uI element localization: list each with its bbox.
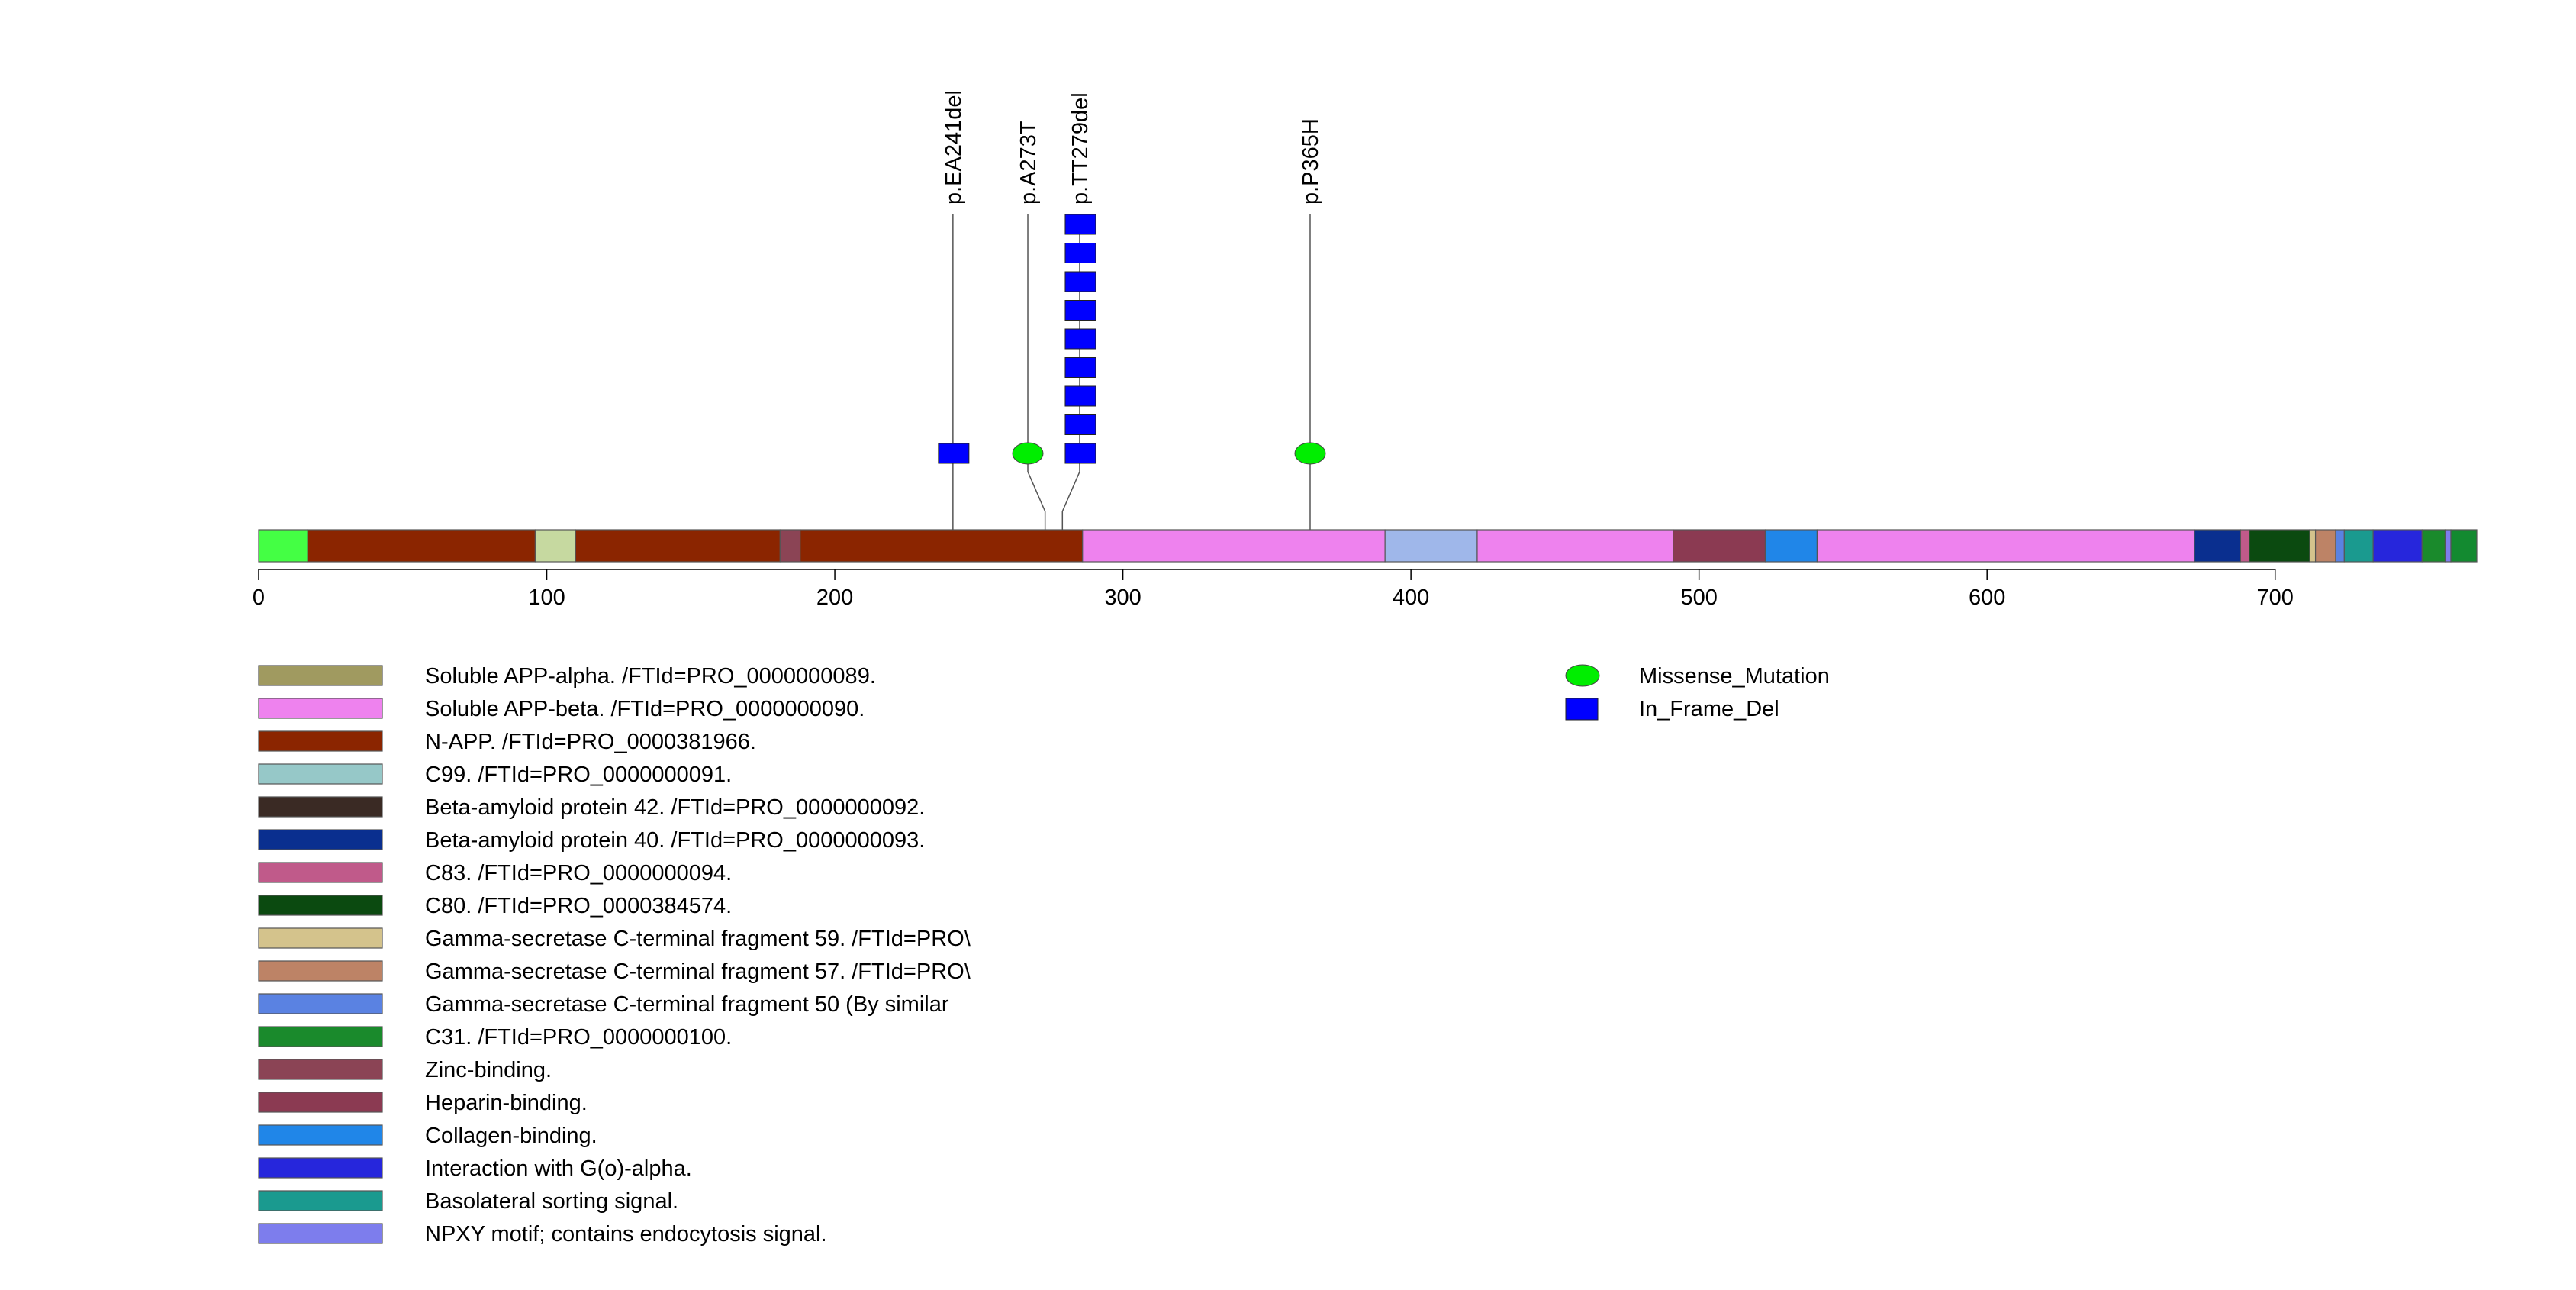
domain-legend-swatch	[258, 1026, 383, 1047]
domain-legend-swatch	[258, 1190, 383, 1211]
x-tick-label: 0	[253, 585, 265, 610]
domain-legend-label: C83. /FTId=PRO_0000000094.	[425, 861, 732, 885]
domain-legend-label: Gamma-secretase C-terminal fragment 59. …	[425, 927, 971, 951]
domain-legend-swatch	[258, 1223, 383, 1244]
domain-segment	[575, 529, 781, 563]
domain-segment	[1476, 529, 1674, 563]
domain-legend-swatch	[258, 829, 383, 850]
domain-segment	[2335, 529, 2345, 563]
in-frame-del-marker[interactable]	[1064, 414, 1096, 435]
in-frame-del-marker[interactable]	[1064, 357, 1096, 378]
mutation-label-p-p365h: p.P365H	[1299, 118, 1323, 205]
mutation-labels: p.EA241del p.A273T p.TT279del p.P365H	[942, 90, 1323, 205]
domain-legend-swatch	[258, 763, 383, 785]
domain-legend-label: Soluble APP-beta. /FTId=PRO_0000000090.	[425, 697, 865, 721]
mutation-type-legend: Missense_Mutation In_Frame_Del	[1565, 664, 1830, 721]
domain-segment	[1384, 529, 1478, 563]
domain-legend-label: Collagen-binding.	[425, 1124, 597, 1148]
mutation-legend-label: Missense_Mutation	[1639, 664, 1830, 689]
domain-legend-swatch	[258, 1092, 383, 1113]
domain-segment	[800, 529, 1084, 563]
domain-segment	[2444, 529, 2452, 563]
x-tick-label: 100	[528, 585, 565, 610]
domain-segment	[1816, 529, 2195, 563]
domain-legend-swatch	[258, 862, 383, 883]
missense-mutation-marker[interactable]	[1012, 442, 1044, 465]
domain-segment	[2240, 529, 2250, 563]
in-frame-del-marker[interactable]	[1064, 385, 1096, 407]
domain-legend-swatch	[258, 665, 383, 686]
domain-legend-label: Basolateral sorting signal.	[425, 1189, 678, 1214]
domain-legend-swatch	[258, 927, 383, 949]
mutation-stem	[1027, 214, 1046, 530]
domain-segment	[307, 529, 536, 563]
mutation-label-p-ea241del: p.EA241del	[942, 90, 966, 205]
in-frame-del-marker[interactable]	[1064, 328, 1096, 350]
domain-segment	[2343, 529, 2374, 563]
in-frame-del-marker[interactable]	[1064, 300, 1096, 321]
domain-legend-label: C31. /FTId=PRO_0000000100.	[425, 1025, 732, 1050]
domain-legend-swatch	[258, 1059, 383, 1080]
domain-segment	[1764, 529, 1818, 563]
domain-legend-label: Beta-amyloid protein 42. /FTId=PRO_00000…	[425, 795, 925, 820]
x-tick-label: 200	[816, 585, 853, 610]
domain-segment	[2249, 529, 2310, 563]
domain-legend-swatch	[258, 1124, 383, 1146]
domain-segment	[534, 529, 576, 563]
domain-segment	[1673, 529, 1766, 563]
domain-legend: Soluble APP-alpha. /FTId=PRO_0000000089.…	[258, 664, 971, 1246]
in-frame-del-marker[interactable]	[1064, 271, 1096, 292]
domain-legend-label: Zinc-binding.	[425, 1058, 552, 1082]
domain-legend-label: NPXY motif; contains endocytosis signal.	[425, 1222, 827, 1246]
in-frame-del-marker[interactable]	[1064, 214, 1096, 235]
domain-legend-swatch	[258, 960, 383, 982]
domain-legend-swatch	[258, 796, 383, 818]
domain-legend-swatch	[258, 993, 383, 1014]
in-frame-del-legend-swatch	[1565, 698, 1599, 721]
x-tick-label: 700	[2257, 585, 2294, 610]
in-frame-del-marker[interactable]	[938, 443, 970, 464]
x-tick-label: 600	[1969, 585, 2005, 610]
domain-segment	[779, 529, 801, 563]
x-tick-label: 500	[1680, 585, 1717, 610]
domain-segment	[2314, 529, 2336, 563]
domain-legend-label: C99. /FTId=PRO_0000000091.	[425, 763, 732, 787]
domain-legend-label: Soluble APP-alpha. /FTId=PRO_0000000089.	[425, 664, 876, 689]
mutation-stems	[952, 214, 1311, 562]
domain-segment	[2194, 529, 2242, 563]
domain-segment	[2309, 529, 2317, 563]
domain-legend-label: Interaction with G(o)-alpha.	[425, 1156, 692, 1181]
mutation-legend-label: In_Frame_Del	[1639, 697, 1779, 721]
missense-mutation-marker[interactable]	[1294, 442, 1326, 465]
domain-legend-label: Heparin-binding.	[425, 1091, 588, 1115]
domain-legend-swatch	[258, 895, 383, 916]
in-frame-del-marker[interactable]	[1064, 243, 1096, 263]
domain-segment	[2450, 529, 2478, 563]
domain-legend-label: N-APP. /FTId=PRO_0000381966.	[425, 730, 756, 754]
domain-legend-label: C80. /FTId=PRO_0000384574.	[425, 894, 732, 918]
x-tick-label: 400	[1393, 585, 1429, 610]
domain-legend-swatch	[258, 1157, 383, 1179]
missense-legend-swatch	[1565, 664, 1600, 687]
mutation-label-p-tt279del: p.TT279del	[1068, 92, 1093, 205]
domain-legend-label: Beta-amyloid protein 40. /FTId=PRO_00000…	[425, 828, 925, 853]
domain-segment	[2372, 529, 2423, 563]
mutation-markers	[938, 214, 1326, 465]
domain-legend-label: Gamma-secretase C-terminal fragment 57. …	[425, 959, 971, 984]
domain-legend-swatch	[258, 730, 383, 752]
domain-legend-label: Gamma-secretase C-terminal fragment 50 (…	[425, 992, 949, 1017]
in-frame-del-marker[interactable]	[1064, 443, 1096, 464]
domain-segment	[1082, 529, 1386, 563]
mutation-label-p-a273t: p.A273T	[1016, 121, 1041, 205]
domain-segment	[258, 529, 308, 563]
x-axis: 0 100 200 300 400 500 600 700	[253, 569, 2294, 610]
domain-legend-swatch	[258, 698, 383, 719]
protein-domain-track	[258, 529, 2478, 563]
x-tick-label: 300	[1104, 585, 1141, 610]
domain-segment	[2421, 529, 2446, 563]
